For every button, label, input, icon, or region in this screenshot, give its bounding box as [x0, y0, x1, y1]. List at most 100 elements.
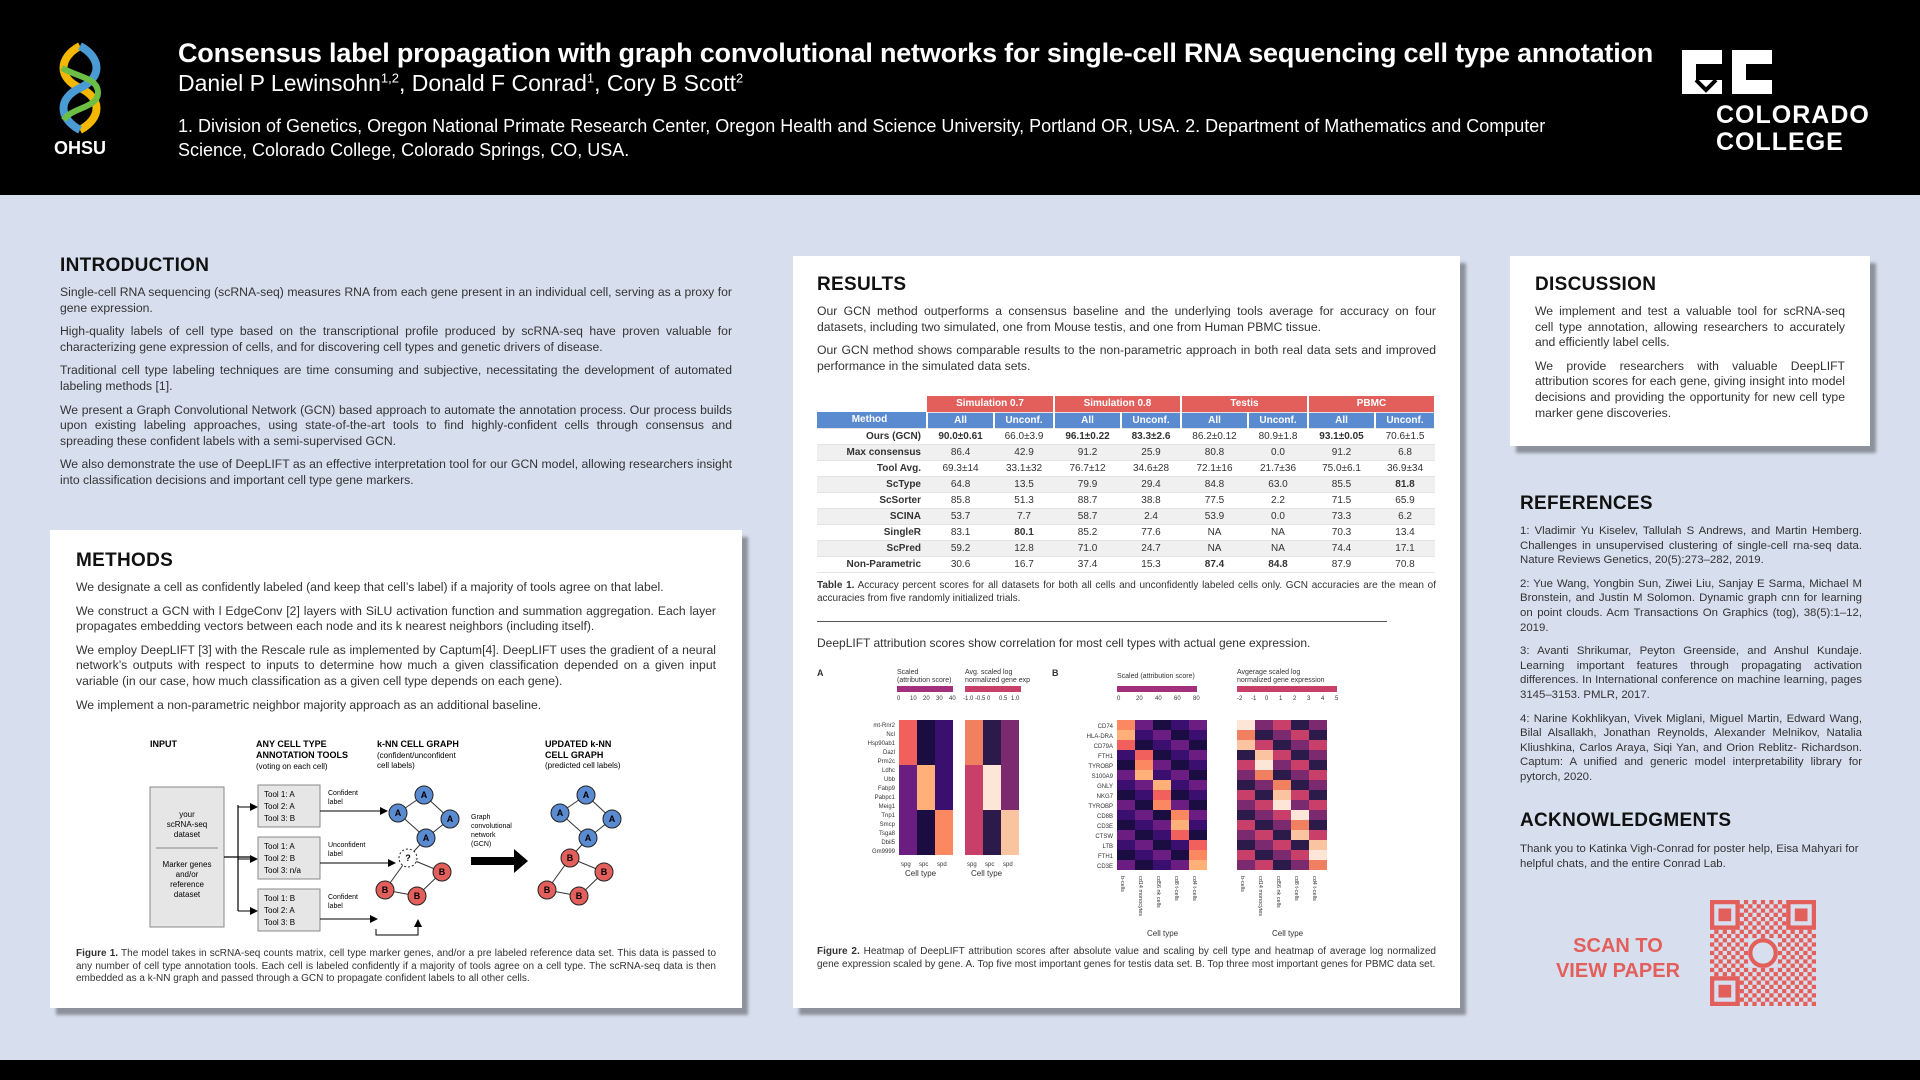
- tool-line: Tool 1: A: [264, 790, 295, 799]
- heatmap-cell: [1153, 760, 1171, 770]
- heatmap-cell: [983, 765, 1001, 774]
- qr-module: [1731, 938, 1736, 943]
- discussion-card: DISCUSSION We implement and test a valua…: [1510, 256, 1870, 446]
- intro-paragraph: High-quality labels of cell type based o…: [60, 324, 732, 354]
- qr-module: [1752, 984, 1757, 990]
- heatmap-cell: [965, 837, 983, 846]
- heatmap-cell: [1255, 840, 1273, 850]
- heatmap-cell: [1189, 790, 1207, 800]
- qr-module: [1790, 946, 1795, 951]
- input-box: [149, 786, 225, 928]
- panel-label: B: [1052, 668, 1059, 678]
- qr-module: [1807, 929, 1812, 934]
- cc-line1: COLORADO: [1716, 101, 1870, 129]
- tick-label: 80: [1193, 696, 1200, 702]
- colorbar: [965, 686, 1021, 692]
- table-cell: 2.2: [1248, 492, 1308, 509]
- table-cell: 73.3: [1307, 508, 1376, 525]
- heatmap-cell: [983, 729, 1001, 738]
- qr-module: [1748, 980, 1753, 985]
- authors: Daniel P Lewinsohn1,2, Donald F Conrad1,…: [178, 70, 743, 97]
- qr-module: [1743, 933, 1749, 939]
- table-method-cell: ScPred: [817, 540, 927, 557]
- gene-label: TYROBP: [1088, 804, 1113, 810]
- heatmap-cell: [1273, 720, 1291, 730]
- qr-module: [1803, 942, 1808, 947]
- heatmap-cell: [935, 738, 953, 747]
- tool-line: Tool 3: n/a: [264, 866, 301, 875]
- heatmap-cell: [899, 729, 917, 738]
- qr-module: [1756, 921, 1761, 926]
- heatmap-cell: [1117, 790, 1135, 800]
- table-sub-header: All: [1307, 412, 1377, 429]
- cell-type-label: cd4 t-cells: [1191, 876, 1197, 901]
- table-sub-header: Unconf.: [994, 412, 1055, 429]
- table-cell: 25.9: [1121, 444, 1181, 461]
- qr-module: [1782, 997, 1787, 1002]
- heatmap-cell: [1237, 780, 1255, 790]
- table-cell: 71.0: [1053, 540, 1122, 557]
- qr-module: [1748, 912, 1753, 917]
- qr-module: [1760, 916, 1766, 922]
- heatmap-cell: [1291, 800, 1309, 810]
- heatmap-cell: [1237, 860, 1255, 870]
- heatmap-cell: [1171, 730, 1189, 740]
- qr-module: [1769, 984, 1774, 990]
- table-row: ScSorter 85.8 51.3 88.7 38.8 77.5 2.2 71.5 65.9: [817, 492, 1435, 509]
- acknowledgments-title: ACKNOWLEDGMENTS: [1520, 810, 1732, 831]
- qr-module: [1794, 984, 1800, 990]
- heatmap-cell: [1237, 820, 1255, 830]
- qr-module: [1765, 980, 1770, 985]
- heatmap-cell: [965, 729, 983, 738]
- node-label: B: [414, 891, 421, 901]
- qr-module: [1726, 942, 1732, 947]
- qr-module: [1752, 967, 1757, 973]
- qr-module: [1773, 972, 1778, 977]
- qr-module: [1782, 972, 1787, 977]
- heatmap-cell: [917, 765, 935, 774]
- qr-module: [1718, 933, 1723, 939]
- references-section: REFERENCES 1: Vladimir Yu Kiselev, Tallu…: [1520, 493, 1862, 785]
- x-axis-label: Cell type: [1147, 929, 1179, 938]
- gene-label: Tnp1: [881, 813, 895, 819]
- qr-module: [1777, 942, 1783, 947]
- gene-label: FTH1: [1098, 754, 1114, 760]
- table-cell: 80.1: [994, 524, 1054, 541]
- heatmap-cell: [1273, 820, 1291, 830]
- qr-module: [1782, 989, 1787, 994]
- table-cell: 63.0: [1248, 476, 1308, 493]
- gene-label: Dazl: [883, 750, 895, 756]
- heatmap-cell: [1309, 800, 1327, 810]
- heatmap-cell: [1237, 720, 1255, 730]
- gene-label: Meig1: [879, 804, 896, 810]
- heatmap-cell: [1255, 860, 1273, 870]
- heatmap-cell: [935, 828, 953, 837]
- table-method-cell: Max consensus: [817, 444, 927, 461]
- qr-module: [1807, 980, 1812, 985]
- table-method-cell: Ours (GCN): [817, 428, 927, 445]
- table-cell: 81.8: [1375, 476, 1435, 493]
- tick-label: 4: [1321, 696, 1325, 702]
- heatmap-cell: [983, 783, 1001, 792]
- node-label: A: [423, 833, 430, 843]
- qr-code-icon[interactable]: [1710, 900, 1816, 1006]
- heatmap-cell: [1291, 770, 1309, 780]
- heatmap-cell: [983, 846, 1001, 855]
- qr-module: [1786, 967, 1791, 973]
- heatmap-cell: [965, 765, 983, 774]
- heatmap-cell: [917, 783, 935, 792]
- colorado-college-name: COLORADO COLLEGE: [1716, 102, 1870, 156]
- heatmap-cell: [1237, 750, 1255, 760]
- heatmap-cell: [1273, 840, 1291, 850]
- tick-label: 0: [987, 696, 991, 702]
- qr-module: [1718, 959, 1723, 964]
- poster-title: Consensus label propagation with graph c…: [178, 38, 1654, 68]
- node-a: [414, 785, 434, 805]
- heatmap-cell: [917, 720, 935, 729]
- qr-module: [1799, 955, 1804, 960]
- heatmap-cell: [1153, 790, 1171, 800]
- heatmap-cell: [1309, 750, 1327, 760]
- qr-module: [1731, 963, 1736, 968]
- table-cell: 21.7±36: [1248, 460, 1308, 477]
- heatmap-cell: [935, 756, 953, 765]
